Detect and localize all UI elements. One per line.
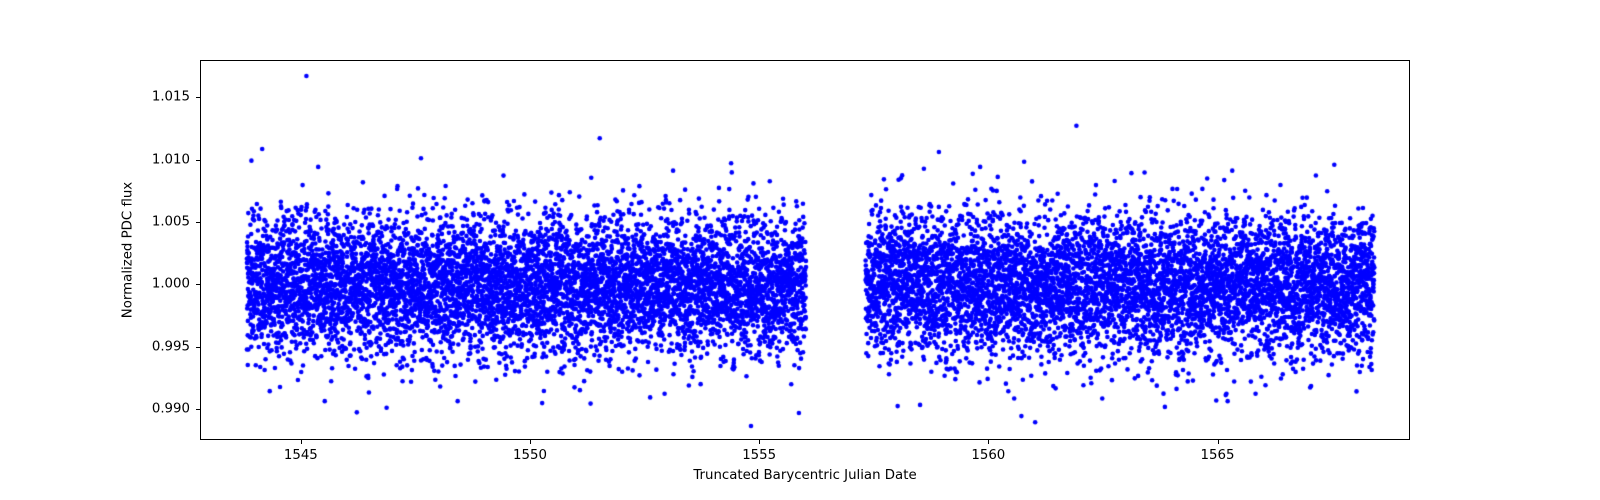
y-tick-label: 0.990: [152, 401, 190, 416]
x-tick-mark: [530, 440, 531, 444]
lightcurve-figure: Truncated Barycentric Julian Date Normal…: [0, 0, 1600, 500]
x-tick-mark: [759, 440, 760, 444]
x-axis-label: Truncated Barycentric Julian Date: [693, 468, 916, 483]
y-tick-mark: [196, 97, 200, 98]
y-tick-label: 1.010: [152, 152, 190, 167]
x-tick-mark: [988, 440, 989, 444]
y-tick-mark: [196, 409, 200, 410]
y-tick-label: 1.005: [152, 214, 190, 229]
y-tick-mark: [196, 160, 200, 161]
y-tick-label: 1.000: [152, 277, 190, 292]
x-tick-mark: [1218, 440, 1219, 444]
y-tick-mark: [196, 347, 200, 348]
x-tick-label: 1560: [971, 448, 1005, 463]
plot-area: [200, 60, 1410, 440]
x-tick-mark: [301, 440, 302, 444]
y-axis-label: Normalized PDC flux: [121, 182, 136, 318]
y-tick-label: 1.015: [152, 90, 190, 105]
x-tick-label: 1545: [284, 448, 318, 463]
y-tick-mark: [196, 284, 200, 285]
y-tick-label: 0.995: [152, 339, 190, 354]
x-tick-label: 1555: [742, 448, 776, 463]
scatter-points-canvas: [201, 61, 1411, 441]
y-tick-mark: [196, 222, 200, 223]
x-tick-label: 1565: [1201, 448, 1235, 463]
x-tick-label: 1550: [513, 448, 547, 463]
